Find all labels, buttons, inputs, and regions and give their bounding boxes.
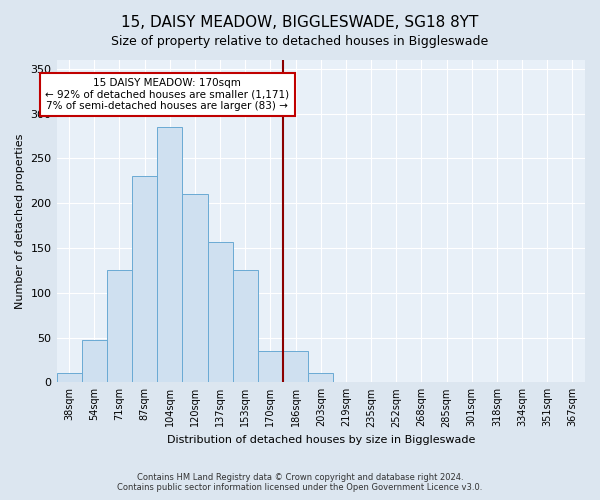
Bar: [182, 194, 208, 382]
Text: Size of property relative to detached houses in Biggleswade: Size of property relative to detached ho…: [112, 35, 488, 48]
Y-axis label: Number of detached properties: Number of detached properties: [15, 134, 25, 309]
Bar: [258, 351, 283, 382]
Bar: [308, 374, 334, 382]
Bar: [233, 270, 258, 382]
X-axis label: Distribution of detached houses by size in Biggleswade: Distribution of detached houses by size …: [167, 435, 475, 445]
Text: 15, DAISY MEADOW, BIGGLESWADE, SG18 8YT: 15, DAISY MEADOW, BIGGLESWADE, SG18 8YT: [121, 15, 479, 30]
Bar: [107, 270, 132, 382]
Bar: [157, 127, 182, 382]
Bar: [283, 351, 308, 382]
Bar: [56, 374, 82, 382]
Bar: [132, 176, 157, 382]
Bar: [82, 340, 107, 382]
Text: Contains HM Land Registry data © Crown copyright and database right 2024.
Contai: Contains HM Land Registry data © Crown c…: [118, 473, 482, 492]
Bar: [208, 242, 233, 382]
Text: 15 DAISY MEADOW: 170sqm
← 92% of detached houses are smaller (1,171)
7% of semi-: 15 DAISY MEADOW: 170sqm ← 92% of detache…: [45, 78, 289, 111]
